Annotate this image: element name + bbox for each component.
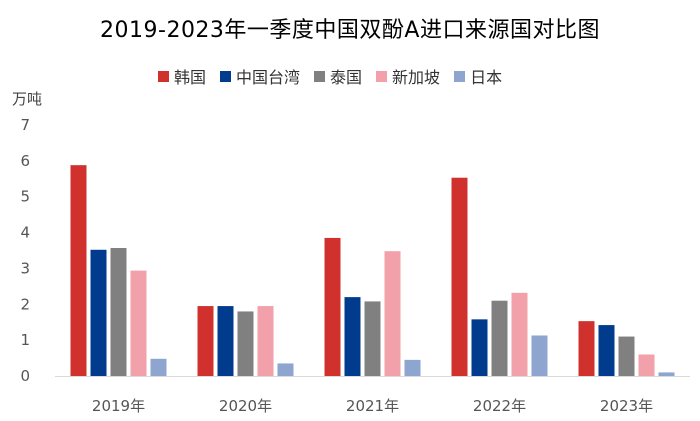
bar [364,301,381,376]
bar [150,358,167,376]
bar [578,321,595,376]
x-tick-label: 2023年 [600,397,653,415]
legend-swatch [314,70,326,82]
y-tick-label: 5 [20,188,30,206]
legend-item: 韩国 [158,64,206,88]
legend-item: 新加坡 [376,64,440,88]
bar [90,249,107,376]
x-tick-label: 2022年 [473,397,526,415]
bar [404,359,421,376]
bar [491,300,508,376]
y-tick-label: 2 [20,295,30,313]
legend-swatch [376,70,388,82]
legend-swatch [158,70,169,82]
bar [658,372,675,376]
bar [324,237,341,376]
bar [197,306,214,376]
legend-label: 韩国 [174,68,207,87]
legend: 韩国 中国台湾 泰国 新加坡 日本 [158,64,502,88]
legend-item: 泰国 [314,64,362,88]
bar [277,363,294,376]
x-tick-label: 2021年 [346,397,399,415]
legend-item: 中国台湾 [220,64,300,88]
legend-label: 泰国 [330,68,363,87]
y-tick-label: 7 [20,116,30,134]
legend-item: 日本 [454,64,502,88]
bar [451,177,468,376]
x-tick-label: 2019年 [92,397,145,415]
legend-swatch [454,70,466,82]
y-tick-label: 1 [20,331,30,349]
bar [511,292,528,376]
bar [237,311,254,376]
y-tick-label: 6 [20,152,30,170]
bar [638,354,655,376]
legend-label: 中国台湾 [236,68,301,87]
bar [110,247,127,376]
bar [471,319,488,376]
bar [217,306,234,376]
y-tick-label: 3 [20,259,30,277]
legend-swatch [220,70,232,82]
y-axis-unit: 万吨 [12,90,43,108]
bar [130,270,147,376]
y-tick-label: 4 [20,224,30,242]
bar [257,306,274,376]
bar [344,297,361,376]
bar [70,165,87,376]
bar [598,325,615,376]
bar [531,335,548,376]
x-tick-label: 2020年 [219,397,272,415]
bar [618,336,635,376]
y-tick-label: 0 [20,367,30,385]
bar [384,251,401,376]
legend-label: 日本 [470,68,503,87]
chart-title: 2019-2023年一季度中国双酚A进口来源国对比图 [100,18,600,43]
legend-label: 新加坡 [392,68,441,87]
